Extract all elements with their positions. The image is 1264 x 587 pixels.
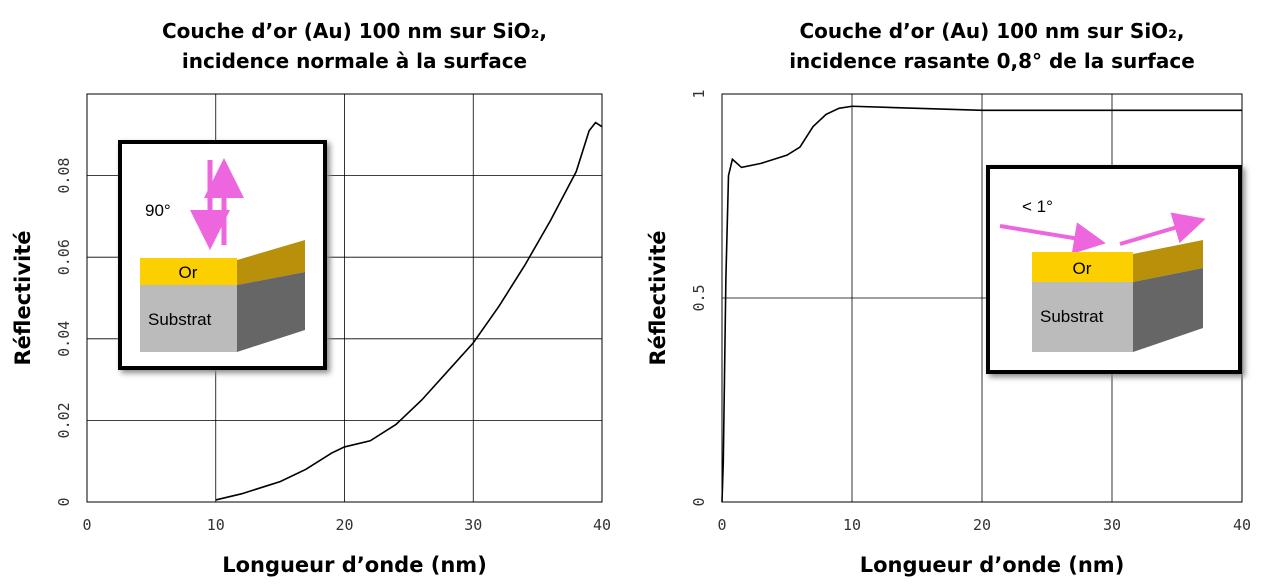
x-tick-label: 10 (843, 516, 861, 534)
substrate-label: Substrat (1040, 307, 1104, 326)
angle-label: 90° (145, 201, 171, 220)
x-tick-label: 0 (717, 516, 726, 534)
y-tick-label: 1 (690, 89, 708, 98)
layer-label: Or (1073, 259, 1092, 278)
inset-grazing: < 1° Or Substrat (986, 165, 1242, 374)
y-axis-label: Réflectivité (646, 230, 670, 365)
layer-label: Or (179, 263, 198, 282)
data-line (721, 105, 1242, 503)
x-axis-label: Longueur d’onde (nm) (222, 553, 487, 577)
x-tick-label: 30 (464, 516, 482, 534)
data-line (215, 121, 603, 501)
y-tick-label: 0.04 (55, 321, 73, 357)
x-tick-label: 40 (1233, 516, 1251, 534)
y-tick-label: 0.08 (55, 158, 73, 194)
y-tick-label: 0.02 (55, 402, 73, 438)
y-tick-label: 0.5 (690, 284, 708, 311)
inset-normal: 90° Or Substrat (118, 140, 327, 370)
x-tick-label: 20 (335, 516, 353, 534)
y-tick-label: 0 (55, 497, 73, 506)
chart-title: Couche d’or (Au) 100 nm sur SiO₂, (799, 19, 1184, 43)
angle-label: < 1° (1022, 197, 1053, 216)
x-tick-label: 20 (973, 516, 991, 534)
y-tick-label: 0.06 (55, 239, 73, 275)
x-tick-label: 0 (82, 516, 91, 534)
chart-title: Couche d’or (Au) 100 nm sur SiO₂, (162, 19, 547, 43)
chart-subtitle: incidence rasante 0,8° de la surface (789, 49, 1195, 73)
x-tick-label: 10 (207, 516, 225, 534)
y-axis-label: Réflectivité (11, 230, 35, 365)
x-tick-label: 40 (593, 516, 611, 534)
x-tick-label: 30 (1103, 516, 1121, 534)
x-axis-label: Longueur d’onde (nm) (860, 553, 1125, 577)
y-tick-label: 0 (690, 497, 708, 506)
substrate-label: Substrat (148, 310, 212, 329)
chart-subtitle: incidence normale à la surface (182, 49, 527, 73)
